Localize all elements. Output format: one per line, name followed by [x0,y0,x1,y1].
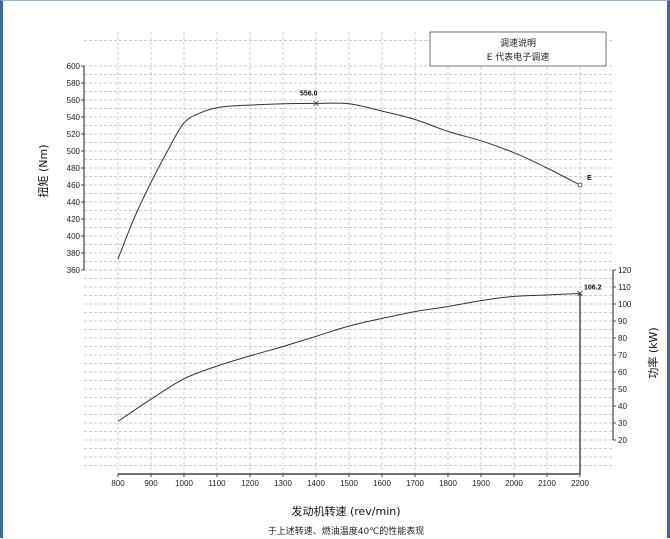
torque-tick-label: 400 [67,232,81,241]
power-end-label: 106.2 [584,284,602,291]
power-axis-title: 功率 (kW) [646,327,660,378]
x-tick-label: 900 [144,479,158,488]
torque-tick-label: 580 [67,79,81,88]
power-tick-label: 20 [618,436,627,445]
chart-caption: 于上述转速、燃油温度40℃的性能表现 [268,525,425,537]
torque-peak-marker [313,100,319,107]
torque-tick-label: 500 [67,147,81,156]
power-tick-label: 60 [618,368,627,377]
x-tick-label: 1700 [406,479,424,488]
x-tick-label: 1000 [175,479,193,488]
x-tick-label: 1500 [340,479,358,488]
power-tick-label: 50 [618,385,627,394]
x-tick-labels: 800 900 1000 1100 1200 1300 1400 1500 1600 1700 18… [111,479,589,488]
torque-tick-label: 480 [67,164,81,173]
power-tick-label: 70 [618,351,627,360]
x-tick-label: 1400 [307,479,325,488]
torque-tick-label: 360 [67,266,81,275]
power-tick-label: 120 [618,266,632,275]
torque-tick-label: 420 [67,215,81,224]
power-tick-label: 80 [618,334,627,343]
legend-box: 调速说明 E 代表电子调速 [429,31,607,67]
x-tick-label: 1600 [373,479,391,488]
torque-tick-label: 560 [67,96,81,105]
power-tick-labels: 20 30 40 50 60 70 80 90 100 110 120 [618,266,632,445]
torque-curve [117,102,581,260]
x-tick-label: 1300 [274,479,292,488]
engine-performance-chart: 800 900 1000 1100 1200 1300 1400 1500 1600 1700 18… [36,31,660,537]
torque-tick-label: 440 [67,198,81,207]
x-tick-label: 1200 [241,479,259,488]
x-tick-label: 1900 [472,479,490,488]
x-tick-label: 800 [111,479,125,488]
torque-tick-label: 460 [67,181,81,190]
torque-axis-title: 扭矩 (Nm) [36,144,50,197]
torque-peak-label: 556.0 [300,90,318,97]
chart-series: 556.0 E 106.2 [117,90,602,474]
torque-end-label: E [587,175,592,182]
torque-tick-label: 600 [67,62,81,71]
x-axis-title: 发动机转速 (rev/min) [291,504,400,518]
x-tick-label: 2100 [538,479,556,488]
power-curve [117,293,581,422]
x-tick-label: 2200 [571,479,589,488]
legend-line-1: 调速说明 [500,37,536,49]
power-tick-label: 100 [618,300,632,309]
legend-line-2: E 代表电子调速 [487,51,550,63]
torque-tick-label: 540 [67,113,81,122]
torque-end-marker [577,182,583,188]
power-tick-label: 90 [618,317,627,326]
x-tick-label: 1100 [208,479,226,488]
power-tick-label: 30 [618,419,627,428]
torque-tick-label: 520 [67,130,81,139]
power-tick-label: 40 [618,402,627,411]
torque-tick-label: 380 [67,249,81,258]
torque-tick-labels: 360 380 400 420 440 460 480 500 520 540 560 580 600 [67,62,81,275]
x-tick-label: 1800 [439,479,457,488]
x-tick-label: 2000 [505,479,523,488]
chart-axes [81,65,616,477]
chart-grid [84,32,613,474]
power-tick-label: 110 [618,283,631,292]
